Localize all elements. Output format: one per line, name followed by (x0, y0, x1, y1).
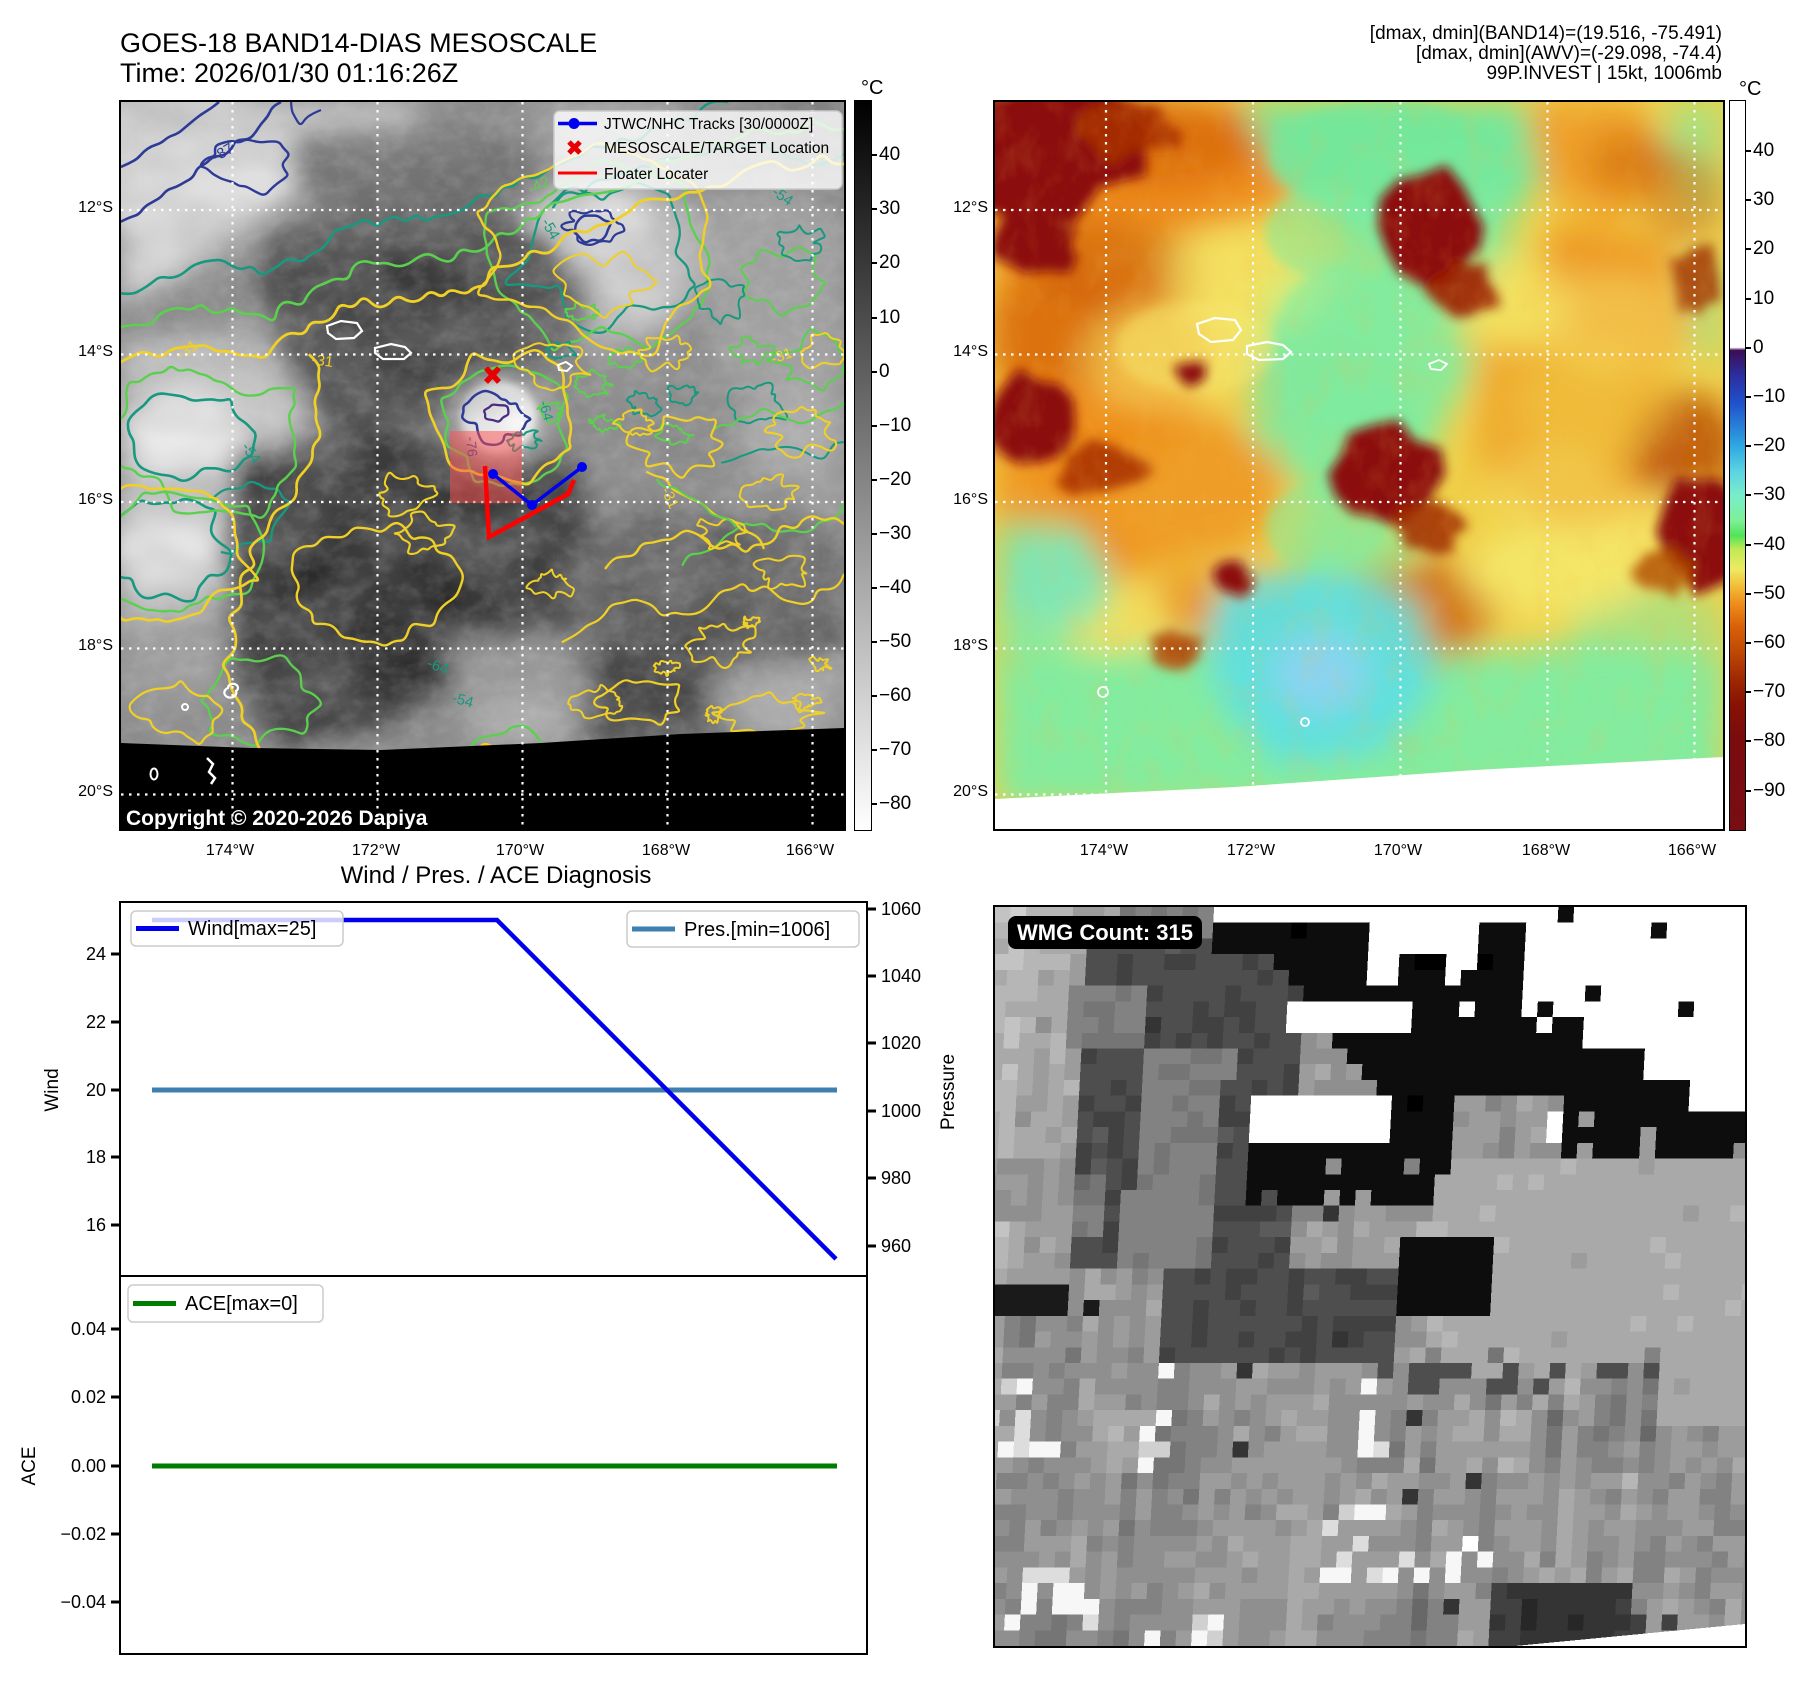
svg-text:-54: -54 (450, 689, 475, 711)
svg-text:-64: -64 (425, 655, 451, 678)
svg-text:JTWC/NHC Tracks [30/0000Z]: JTWC/NHC Tracks [30/0000Z] (604, 116, 813, 133)
svg-text:-64: -64 (536, 399, 557, 423)
svg-text:Floater Locater: Floater Locater (604, 166, 708, 183)
svg-text:Pres.[min=1006]: Pres.[min=1006] (684, 919, 830, 941)
svg-text:-31: -31 (310, 351, 334, 371)
svg-text:MESOSCALE/TARGET Location: MESOSCALE/TARGET Location (604, 140, 829, 157)
svg-text:Copyright © 2020-2026 Dapiya: Copyright © 2020-2026 Dapiya (126, 807, 428, 829)
svg-text:Wind[max=25]: Wind[max=25] (188, 918, 316, 940)
svg-text:-31: -31 (769, 344, 795, 367)
svg-text:ACE[max=0]: ACE[max=0] (185, 1293, 298, 1315)
